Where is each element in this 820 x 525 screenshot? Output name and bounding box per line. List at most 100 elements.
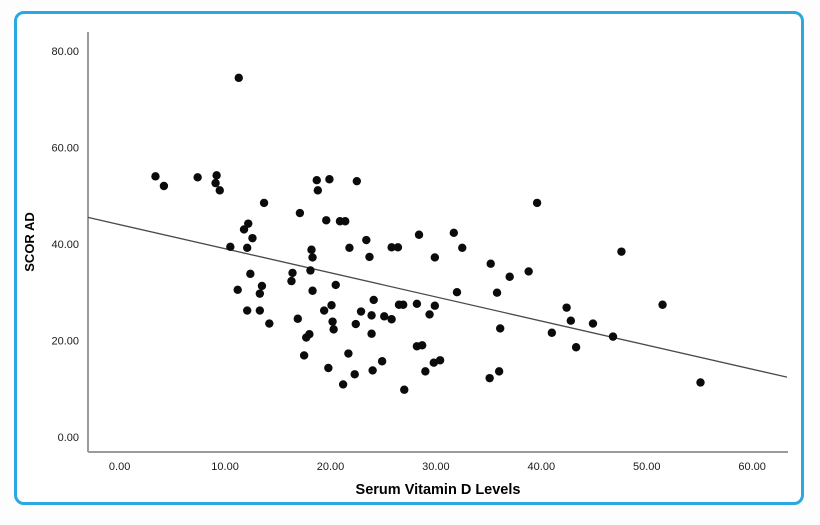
data-point — [495, 324, 505, 333]
data-point — [295, 208, 305, 218]
data-point — [400, 385, 409, 394]
data-point — [255, 306, 265, 315]
data-point — [307, 245, 316, 254]
x-tick-label: 20.00 — [317, 461, 345, 473]
data-point — [159, 181, 169, 191]
data-point — [608, 332, 618, 341]
data-point — [399, 300, 408, 309]
data-point — [377, 357, 387, 366]
data-point — [566, 316, 576, 325]
data-point — [367, 311, 376, 320]
trend-line — [87, 216, 788, 378]
x-tick-label: 30.00 — [422, 461, 450, 473]
data-point — [338, 380, 348, 389]
data-point — [308, 253, 317, 262]
data-point — [244, 219, 253, 228]
data-point — [325, 175, 334, 184]
y-tick-label: 80.00 — [51, 46, 79, 58]
data-point — [345, 243, 354, 252]
data-point — [293, 314, 302, 323]
data-point — [547, 328, 557, 337]
data-point — [617, 247, 626, 256]
data-point — [412, 299, 422, 308]
data-point — [421, 367, 430, 376]
x-axis-title: Serum Vitamin D Levels — [356, 482, 521, 498]
x-tick-label: 50.00 — [633, 461, 661, 473]
data-point — [452, 288, 462, 297]
data-point — [387, 315, 396, 324]
data-point — [324, 363, 333, 373]
data-point — [486, 259, 495, 268]
data-point — [365, 252, 374, 262]
data-point — [151, 172, 160, 181]
plot-area: 0.00 20.00 40.00 60.00 80.00 0.00 10.00 20.00 30… — [51, 32, 788, 473]
data-point — [414, 230, 424, 239]
data-point — [393, 243, 403, 252]
data-point — [356, 307, 366, 316]
data-point — [312, 176, 321, 185]
y-axis-title: SCOR AD — [22, 212, 37, 271]
data-point — [299, 351, 309, 360]
data-point — [362, 235, 371, 245]
data-point — [435, 356, 445, 365]
data-point — [288, 268, 297, 278]
data-point — [259, 198, 269, 208]
data-point — [331, 280, 340, 290]
data-point — [430, 301, 440, 310]
data-point — [265, 319, 274, 328]
x-tick-label: 60.00 — [738, 461, 766, 473]
data-point — [562, 303, 571, 312]
data-point — [215, 186, 224, 195]
data-point — [226, 242, 235, 252]
data-point — [351, 319, 360, 329]
data-point — [350, 370, 359, 379]
data-point — [319, 306, 329, 315]
x-tick-label: 40.00 — [528, 461, 556, 473]
data-point — [532, 198, 542, 208]
data-point — [369, 295, 378, 305]
data-point — [485, 373, 494, 383]
data-point — [327, 301, 336, 310]
x-tick-label: 0.00 — [109, 461, 130, 473]
data-point — [380, 312, 389, 321]
data-point — [308, 286, 317, 295]
data-point — [571, 343, 581, 352]
data-point — [242, 306, 252, 315]
data-point — [505, 272, 514, 281]
data-point — [658, 300, 667, 309]
data-point — [305, 330, 314, 339]
data-point — [387, 243, 396, 252]
data-point — [233, 285, 242, 294]
data-point — [352, 176, 362, 186]
data-point — [367, 329, 376, 338]
x-tick-label: 10.00 — [211, 461, 239, 473]
data-point — [248, 233, 257, 243]
data-point — [492, 288, 502, 297]
data-point — [306, 266, 315, 275]
data-point — [322, 216, 331, 225]
data-point — [211, 178, 220, 188]
y-tick-label: 20.00 — [51, 335, 79, 347]
data-point — [425, 310, 434, 319]
data-point — [588, 319, 598, 328]
data-point — [344, 349, 353, 358]
y-tick-label: 40.00 — [51, 239, 79, 251]
data-point — [313, 186, 323, 195]
data-point — [242, 243, 252, 252]
data-point — [234, 73, 243, 83]
y-tick-label: 60.00 — [51, 142, 79, 154]
data-point — [255, 289, 265, 298]
data-point — [287, 276, 296, 286]
data-point — [212, 171, 221, 180]
figure-border — [14, 11, 804, 505]
data-point — [193, 173, 202, 182]
data-point — [257, 281, 267, 291]
data-point — [429, 358, 438, 367]
data-point — [329, 325, 338, 334]
data-point — [430, 253, 440, 262]
data-point — [449, 228, 459, 238]
data-point — [696, 378, 705, 387]
y-tick-label: 0.00 — [58, 432, 79, 444]
